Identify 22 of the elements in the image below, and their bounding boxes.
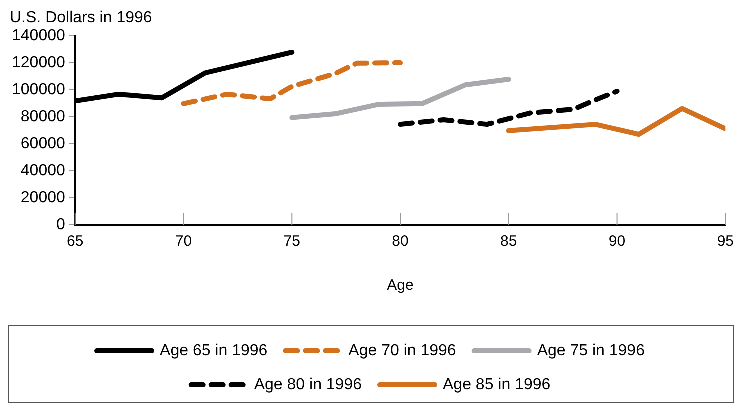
y-tick-label: 120000 [12,54,66,72]
x-tick-label: 95 [717,233,734,250]
x-tick-label: 70 [175,233,192,250]
y-tick-label: 0 [56,216,66,234]
y-tick-label: 20000 [20,189,66,206]
y-tick-label: 80000 [20,108,66,126]
x-tick-label: 75 [284,233,300,250]
x-axis-title: Age [387,277,414,294]
legend-label: Age 80 in 1996 [254,376,362,394]
x-tick-label: 65 [67,233,84,250]
x-tick-label: 80 [392,233,409,250]
legend-label: Age 75 in 1996 [537,342,646,360]
y-tick-label: 140000 [12,27,66,44]
legend-label: Age 85 in 1996 [443,376,551,394]
x-tick-label: 90 [608,233,626,250]
x-tick-label: 85 [500,233,518,250]
y-tick-label: 100000 [12,81,66,98]
legend-label: Age 65 in 1996 [160,342,268,360]
y-tick-label: 40000 [20,162,66,180]
legend-label: Age 70 in 1996 [348,342,456,360]
y-axis-title: U.S. Dollars in 1996 [10,9,152,26]
y-tick-label: 60000 [20,135,66,152]
